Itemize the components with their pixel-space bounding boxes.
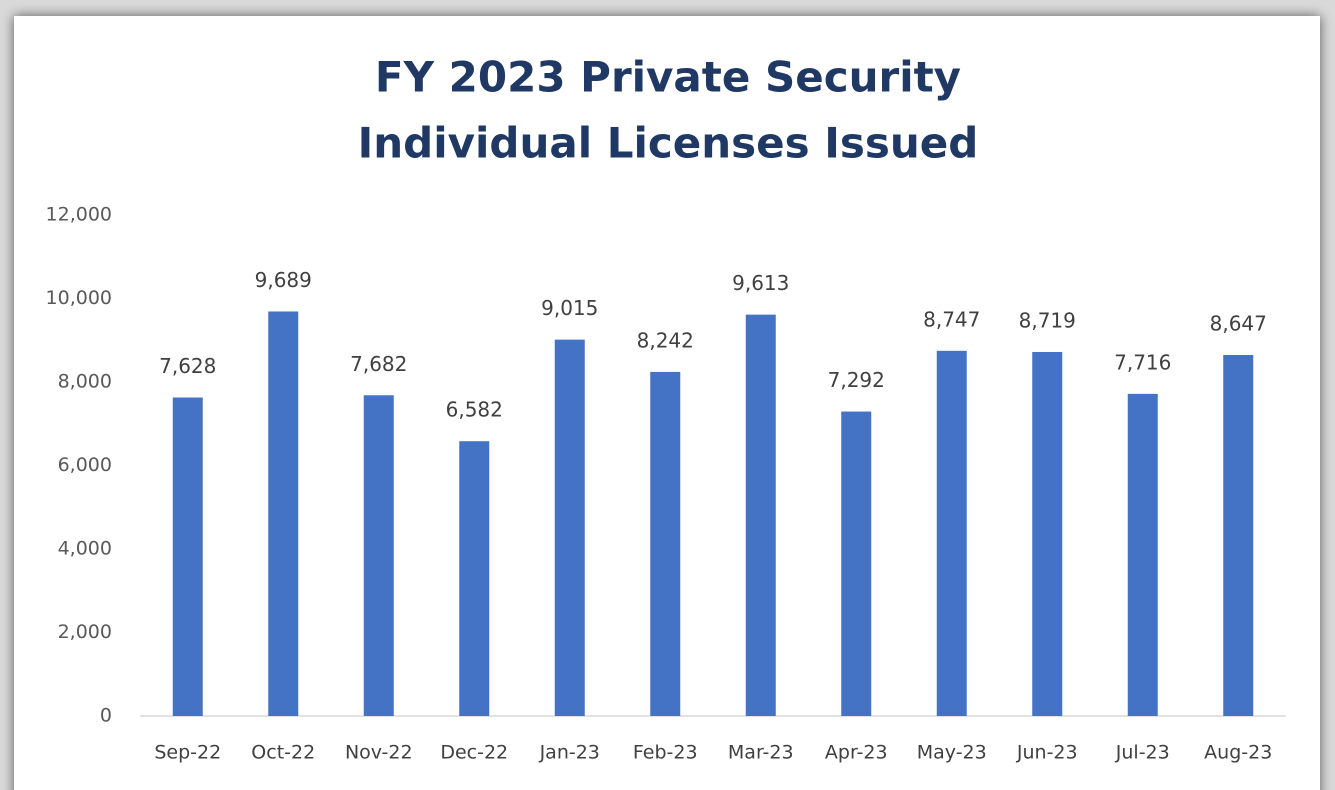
bar <box>268 311 299 716</box>
y-tick-label: 2,000 <box>58 621 112 643</box>
y-tick-label: 0 <box>100 705 112 727</box>
data-label: 6,582 <box>446 398 503 422</box>
bar <box>936 350 967 716</box>
bar <box>745 314 776 716</box>
x-tick-label: Apr-23 <box>825 742 888 764</box>
x-tick-label: Dec-22 <box>440 742 508 764</box>
data-label: 7,628 <box>159 354 216 378</box>
x-tick-label: May-23 <box>917 742 987 764</box>
data-label: 8,747 <box>923 307 980 331</box>
bar <box>554 339 585 716</box>
bar <box>459 441 490 716</box>
data-label: 9,015 <box>541 296 598 320</box>
bar <box>841 411 872 716</box>
bar <box>1032 351 1063 716</box>
y-tick-label: 6,000 <box>58 454 112 476</box>
bar <box>363 395 394 716</box>
bar <box>1223 354 1254 716</box>
x-tick-label: Feb-23 <box>633 742 698 764</box>
x-tick-label: Sep-22 <box>154 742 221 764</box>
data-label: 8,719 <box>1019 308 1076 332</box>
x-tick-label: Jul-23 <box>1115 742 1170 764</box>
y-tick-label: 4,000 <box>58 538 112 560</box>
y-tick-label: 8,000 <box>58 371 112 393</box>
data-label: 7,716 <box>1114 350 1171 374</box>
chart-title: Individual Licenses Issued <box>358 119 979 168</box>
x-tick-label: Nov-22 <box>345 742 413 764</box>
y-tick-label: 10,000 <box>46 287 112 309</box>
data-label: 9,689 <box>255 268 312 292</box>
x-tick-label: Jan-23 <box>539 742 600 764</box>
x-tick-label: Oct-22 <box>251 742 315 764</box>
bar <box>650 371 681 716</box>
data-label: 8,647 <box>1210 311 1267 335</box>
data-label: 7,292 <box>828 368 885 392</box>
data-label: 7,682 <box>350 352 407 376</box>
x-tick-label: Jun-23 <box>1016 742 1078 764</box>
data-label: 9,613 <box>732 271 789 295</box>
data-label: 8,242 <box>637 328 694 352</box>
x-tick-label: Aug-23 <box>1204 742 1272 764</box>
bar <box>1127 393 1158 716</box>
bar <box>172 397 203 716</box>
chart-title: FY 2023 Private Security <box>375 53 961 102</box>
y-tick-label: 12,000 <box>46 204 112 226</box>
x-tick-label: Mar-23 <box>728 742 794 764</box>
